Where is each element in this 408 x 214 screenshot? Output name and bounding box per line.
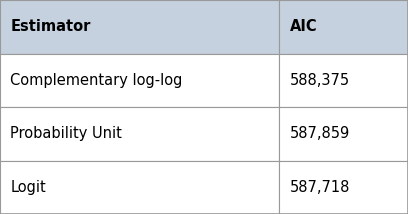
Bar <box>279 107 408 160</box>
Text: Complementary log-log: Complementary log-log <box>10 73 182 88</box>
Bar <box>0 54 279 107</box>
Bar <box>279 160 408 214</box>
Text: AIC: AIC <box>290 19 317 34</box>
Text: 588,375: 588,375 <box>290 73 350 88</box>
Bar <box>279 54 408 107</box>
Bar <box>279 0 408 54</box>
Text: 587,718: 587,718 <box>290 180 350 195</box>
Text: Estimator: Estimator <box>10 19 91 34</box>
Text: Logit: Logit <box>10 180 46 195</box>
Bar <box>0 160 279 214</box>
Text: Probability Unit: Probability Unit <box>10 126 122 141</box>
Text: 587,859: 587,859 <box>290 126 350 141</box>
Bar <box>0 107 279 160</box>
Bar <box>0 0 279 54</box>
